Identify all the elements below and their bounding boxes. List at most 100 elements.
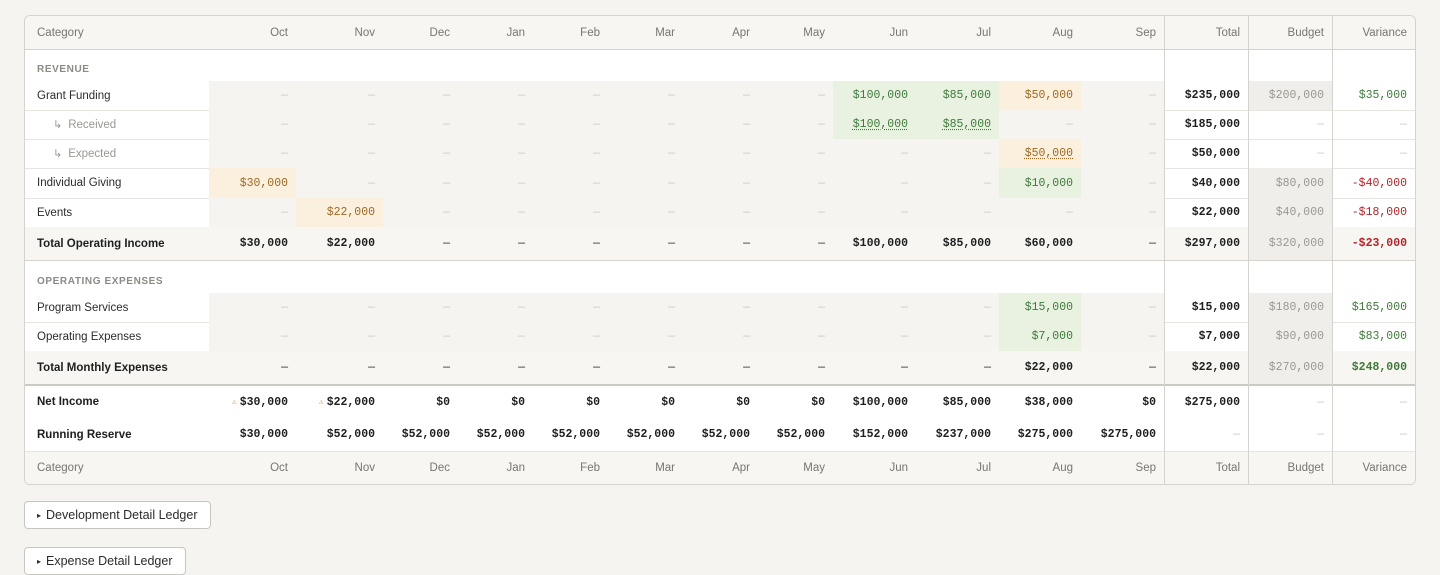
cell-value: $275,000 [1100, 428, 1156, 441]
cell-value: — [593, 330, 600, 343]
total-cell: $185,000 [1184, 118, 1240, 131]
month-cell-jul: — [916, 351, 999, 384]
month-cell-jun: — [833, 198, 916, 227]
cell-value: — [984, 301, 991, 314]
header-month-jan: Jan [506, 26, 525, 39]
cell-value: — [1066, 118, 1073, 131]
header-month-dec: Dec [429, 461, 450, 474]
total-cell: $22,000 [1191, 206, 1240, 219]
cell-value: — [518, 118, 525, 131]
month-cell-dec: — [383, 227, 458, 260]
cell-value: — [984, 330, 991, 343]
development-detail-ledger-button[interactable]: ▸ Development Detail Ledger [24, 501, 211, 529]
month-cell-feb: — [533, 227, 608, 260]
cell-value: $30,000 [239, 428, 288, 441]
month-cell-dec: $52,000 [383, 418, 458, 451]
cell-value: $275,000 [1017, 428, 1073, 441]
row-label-text: Category [37, 26, 84, 39]
cell-value: — [593, 89, 600, 102]
month-cell-nov: $22,000 [296, 227, 383, 260]
month-cell-jul: — [916, 168, 999, 198]
month-cell-feb: $52,000 [533, 418, 608, 451]
cell-value: — [368, 118, 375, 131]
month-cell-jul: $85,000 [916, 386, 999, 418]
month-cell-feb: — [533, 139, 608, 168]
month-cell-apr: — [683, 198, 758, 227]
month-cell-jul: $237,000 [916, 418, 999, 451]
row-label-text: Net Income [37, 396, 99, 408]
row-label: ↳ Expected [25, 139, 209, 168]
cell-value: — [818, 206, 825, 219]
month-cell-jan: — [458, 293, 533, 322]
month-cell-dec: — [383, 81, 458, 110]
month-cell-jul: — [916, 322, 999, 351]
cell-value: — [518, 237, 525, 250]
cell-value: — [1149, 237, 1156, 250]
cell-value: — [518, 89, 525, 102]
month-cell-aug: $7,000 [999, 322, 1081, 351]
cell-value: — [743, 206, 750, 219]
month-cell-oct: — [209, 81, 296, 110]
cell-value: $30,000 [239, 395, 288, 409]
cell-value: $0 [436, 395, 450, 409]
month-cell-jan: $52,000 [458, 418, 533, 451]
variance-cell: $165,000 [1351, 301, 1407, 314]
month-cell-jul: — [916, 198, 999, 227]
month-cell-jun: — [833, 322, 916, 351]
cell-value: — [518, 147, 525, 160]
cell-value: — [593, 301, 600, 314]
variance-cell: -$40,000 [1351, 176, 1407, 190]
header-month-dec: Dec [429, 26, 450, 39]
header-month-sep: Sep [1135, 26, 1156, 39]
month-cell-aug: $50,000 [999, 139, 1081, 168]
development-detail-ledger-label: Development Detail Ledger [46, 508, 198, 522]
budget-cell: — [1317, 118, 1324, 131]
header-total: Total [1215, 461, 1240, 474]
month-cell-jan: — [458, 351, 533, 384]
month-cell-mar: $52,000 [608, 418, 683, 451]
month-cell-aug: $22,000 [999, 351, 1081, 384]
cell-value: $0 [1142, 395, 1156, 409]
cell-value: $30,000 [239, 176, 288, 190]
cell-value: — [443, 176, 450, 190]
cell-value: — [818, 237, 825, 250]
month-cell-jan: $0 [458, 386, 533, 418]
month-cell-feb: — [533, 81, 608, 110]
month-cell-feb: — [533, 293, 608, 322]
month-cell-mar: — [608, 81, 683, 110]
month-cell-sep: — [1081, 198, 1164, 227]
month-cell-nov: — [296, 110, 383, 139]
month-cell-may: — [758, 81, 833, 110]
cell-value: — [1066, 206, 1073, 219]
variance-cell: $248,000 [1351, 361, 1407, 374]
column-divider [1248, 16, 1249, 484]
cell-value: $7,000 [1031, 330, 1073, 343]
month-cell-aug: $275,000 [999, 418, 1081, 451]
budget-cell: — [1317, 395, 1324, 409]
variance-cell: $35,000 [1358, 89, 1407, 102]
budget-cell: $270,000 [1248, 351, 1332, 384]
month-cell-nov: — [296, 139, 383, 168]
table-row: Individual Giving $30,000 — — — — — — — — — $10,000… [25, 168, 1415, 198]
row-label-text: Total Monthly Expenses [37, 361, 168, 374]
cell-value: — [368, 301, 375, 314]
header-month-may: May [803, 26, 825, 39]
month-cell-feb: — [533, 168, 608, 198]
month-cell-mar: — [608, 293, 683, 322]
cell-value: — [281, 147, 288, 160]
expense-detail-ledger-button[interactable]: ▸ Expense Detail Ledger [24, 547, 186, 575]
header-month-aug: Aug [1052, 26, 1073, 39]
month-cell-jan: — [458, 227, 533, 260]
cell-value: — [668, 237, 675, 250]
month-cell-apr: — [683, 322, 758, 351]
cell-value: $237,000 [935, 428, 991, 441]
month-cell-jun: $100,000 [833, 81, 916, 110]
row-label: ↳ Received [25, 110, 209, 139]
month-cell-jan: — [458, 81, 533, 110]
cell-value: $38,000 [1024, 395, 1073, 409]
total-cell: — [1233, 428, 1240, 441]
cell-value: — [901, 206, 908, 219]
cell-value: — [593, 147, 600, 160]
month-cell-oct: ⚠ $30,000 [209, 386, 296, 418]
table-row: Running Reserve $30,000 $52,000 $52,000 $52,… [25, 418, 1415, 451]
